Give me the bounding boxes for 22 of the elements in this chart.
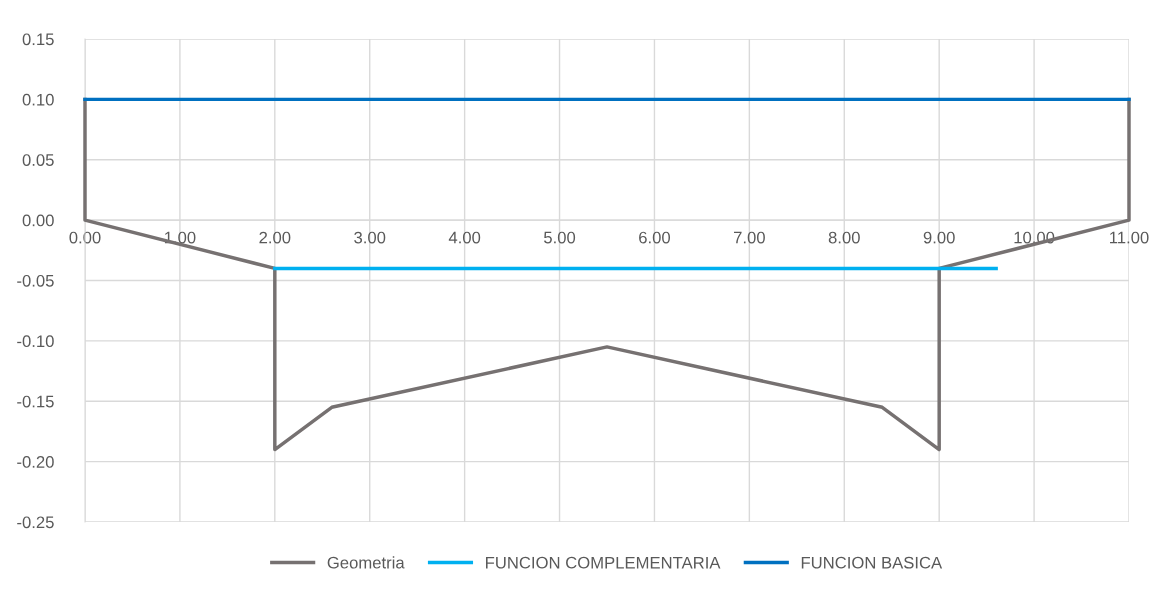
x-tick-label: 5.00 (543, 231, 576, 244)
y-tick-label: 0.10 (22, 93, 54, 106)
y-tick-label: -0.15 (17, 395, 54, 408)
x-tick-label: 0.00 (69, 231, 101, 244)
y-tick-label: 0.00 (22, 214, 54, 227)
x-tick-label: 8.00 (828, 231, 860, 244)
x-tick-label: 7.00 (734, 231, 765, 244)
y-tick-label: -0.25 (17, 516, 54, 529)
legend-label: FUNCION BASICA (801, 556, 943, 569)
x-tick-label: 9.00 (923, 231, 955, 244)
y-tick-label: 0.05 (22, 154, 54, 166)
y-tick-label: -0.10 (17, 335, 54, 348)
legend-label: Geometria (327, 556, 405, 569)
y-tick-label: -0.05 (17, 274, 54, 287)
x-tick-label: 6.00 (639, 231, 671, 244)
legend-label: FUNCION COMPLEMENTARIA (486, 556, 721, 569)
x-tick-label: 4.00 (448, 231, 481, 244)
x-tick-label: 3.00 (354, 231, 386, 244)
x-tick-label: 11.00 (1110, 231, 1149, 244)
x-tick-label: 2.00 (259, 231, 291, 244)
y-tick-label: 0.15 (22, 33, 54, 46)
y-tick-label: -0.20 (17, 456, 54, 468)
